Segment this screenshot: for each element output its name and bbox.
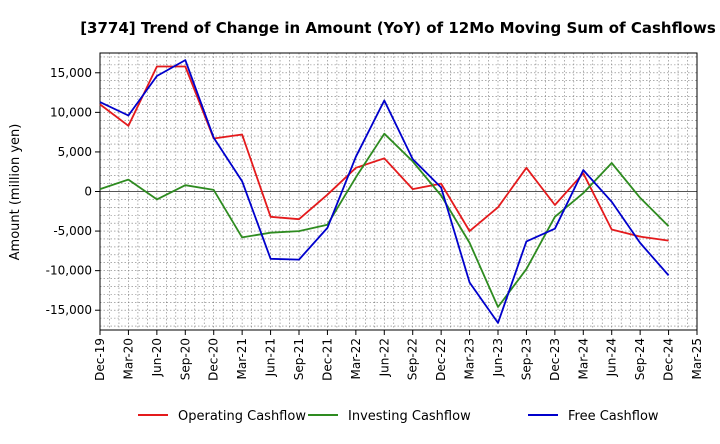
x-tick-label: Dec-20 — [207, 338, 221, 381]
x-tick-label: Jun-20 — [150, 338, 164, 377]
y-axis-ticks: 15,000 10,000 5,000 0 -5,000 -10,000 -15,000 — [46, 66, 100, 317]
y-axis-label: Amount (million yen) — [8, 124, 23, 261]
y-tick-label: -10,000 — [46, 264, 92, 278]
series-line-free-cashflow — [99, 59, 670, 324]
series-lines — [99, 59, 670, 324]
x-tick-label: Sep-24 — [633, 338, 647, 380]
legend: Operating Cashflow Investing Cashflow Free… — [138, 409, 659, 424]
legend-label-free-cashflow: Free Cashflow — [568, 409, 659, 424]
y-tick-label: -5,000 — [53, 224, 92, 238]
x-tick-label: Mar-24 — [576, 338, 590, 379]
legend-label-operating-cashflow: Operating Cashflow — [178, 409, 306, 424]
x-tick-label: Sep-21 — [292, 338, 306, 380]
series-line-investing-cashflow — [99, 132, 670, 308]
x-tick-label: Dec-24 — [662, 338, 676, 381]
x-tick-label: Jun-23 — [491, 338, 505, 377]
x-tick-label: Sep-22 — [406, 338, 420, 380]
x-tick-label: Jun-22 — [377, 338, 391, 377]
y-tick-label: 5,000 — [58, 145, 92, 159]
y-tick-label: 15,000 — [50, 66, 92, 80]
x-tick-label: Mar-25 — [690, 338, 704, 379]
x-tick-label: Jun-24 — [605, 338, 619, 377]
x-tick-label: Sep-23 — [519, 338, 533, 380]
y-tick-label: -15,000 — [46, 303, 92, 317]
grid-lines — [99, 53, 697, 330]
legend-label-investing-cashflow: Investing Cashflow — [348, 409, 471, 424]
series-line-operating-cashflow — [99, 65, 669, 242]
x-tick-label: Dec-22 — [434, 338, 448, 381]
chart-title: [3774] Trend of Change in Amount (YoY) o… — [80, 19, 716, 37]
x-tick-label: Mar-21 — [235, 338, 249, 379]
x-axis-ticks: Dec-19 Mar-20 Jun-20 Sep-20 Dec-20 Mar-21 Jun-… — [93, 330, 704, 381]
x-tick-label: Dec-23 — [548, 338, 562, 381]
y-tick-label: 10,000 — [50, 105, 92, 119]
x-tick-label: Mar-20 — [121, 338, 135, 379]
x-tick-label: Dec-19 — [93, 338, 107, 381]
x-tick-label: Sep-20 — [178, 338, 192, 380]
y-tick-label: 0 — [84, 185, 92, 199]
x-tick-label: Jun-21 — [264, 338, 278, 377]
x-tick-label: Mar-22 — [349, 338, 363, 379]
x-tick-label: Mar-23 — [463, 338, 477, 379]
x-tick-label: Dec-21 — [320, 338, 334, 381]
